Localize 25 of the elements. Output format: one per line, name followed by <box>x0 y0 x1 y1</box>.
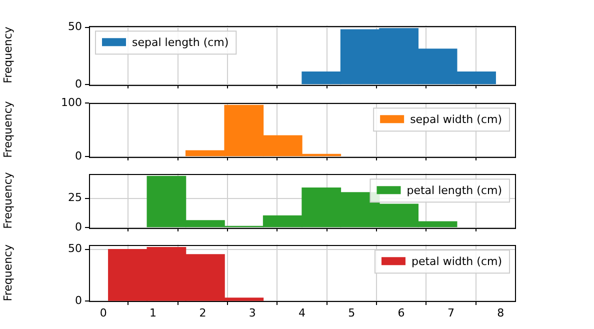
y-tick-label: 50 <box>68 20 82 34</box>
x-tick-label: 1 <box>150 306 157 320</box>
x-tick-label: 5 <box>348 306 356 320</box>
x-tick-label: 4 <box>298 306 306 320</box>
y-tick-label: 0 <box>75 220 82 234</box>
y-axis-title: Frequency <box>1 100 14 158</box>
x-tick-label: 7 <box>447 306 454 320</box>
y-axis-title: Frequency <box>1 26 14 84</box>
legend-label: sepal width (cm) <box>410 112 502 126</box>
x-tick-label: 0 <box>100 306 107 320</box>
y-axis-title: Frequency <box>1 244 14 302</box>
y-tick-label: 100 <box>61 96 82 109</box>
x-tick-label: 8 <box>497 306 504 320</box>
y-tick-label: 0 <box>75 294 82 307</box>
legend-label: petal width (cm) <box>411 254 502 268</box>
x-tick-label: 6 <box>398 306 405 320</box>
legend-label: sepal length (cm) <box>132 36 229 49</box>
y-tick-label: 25 <box>68 191 82 204</box>
legend-label: petal length (cm) <box>406 184 502 197</box>
y-tick-label: 0 <box>75 149 82 162</box>
x-tick-label: 3 <box>248 306 256 320</box>
y-tick-label: 0 <box>75 77 82 90</box>
y-axis-title: Frequency <box>1 172 14 229</box>
x-tick-label: 2 <box>199 306 206 320</box>
y-tick-label: 50 <box>68 242 82 256</box>
